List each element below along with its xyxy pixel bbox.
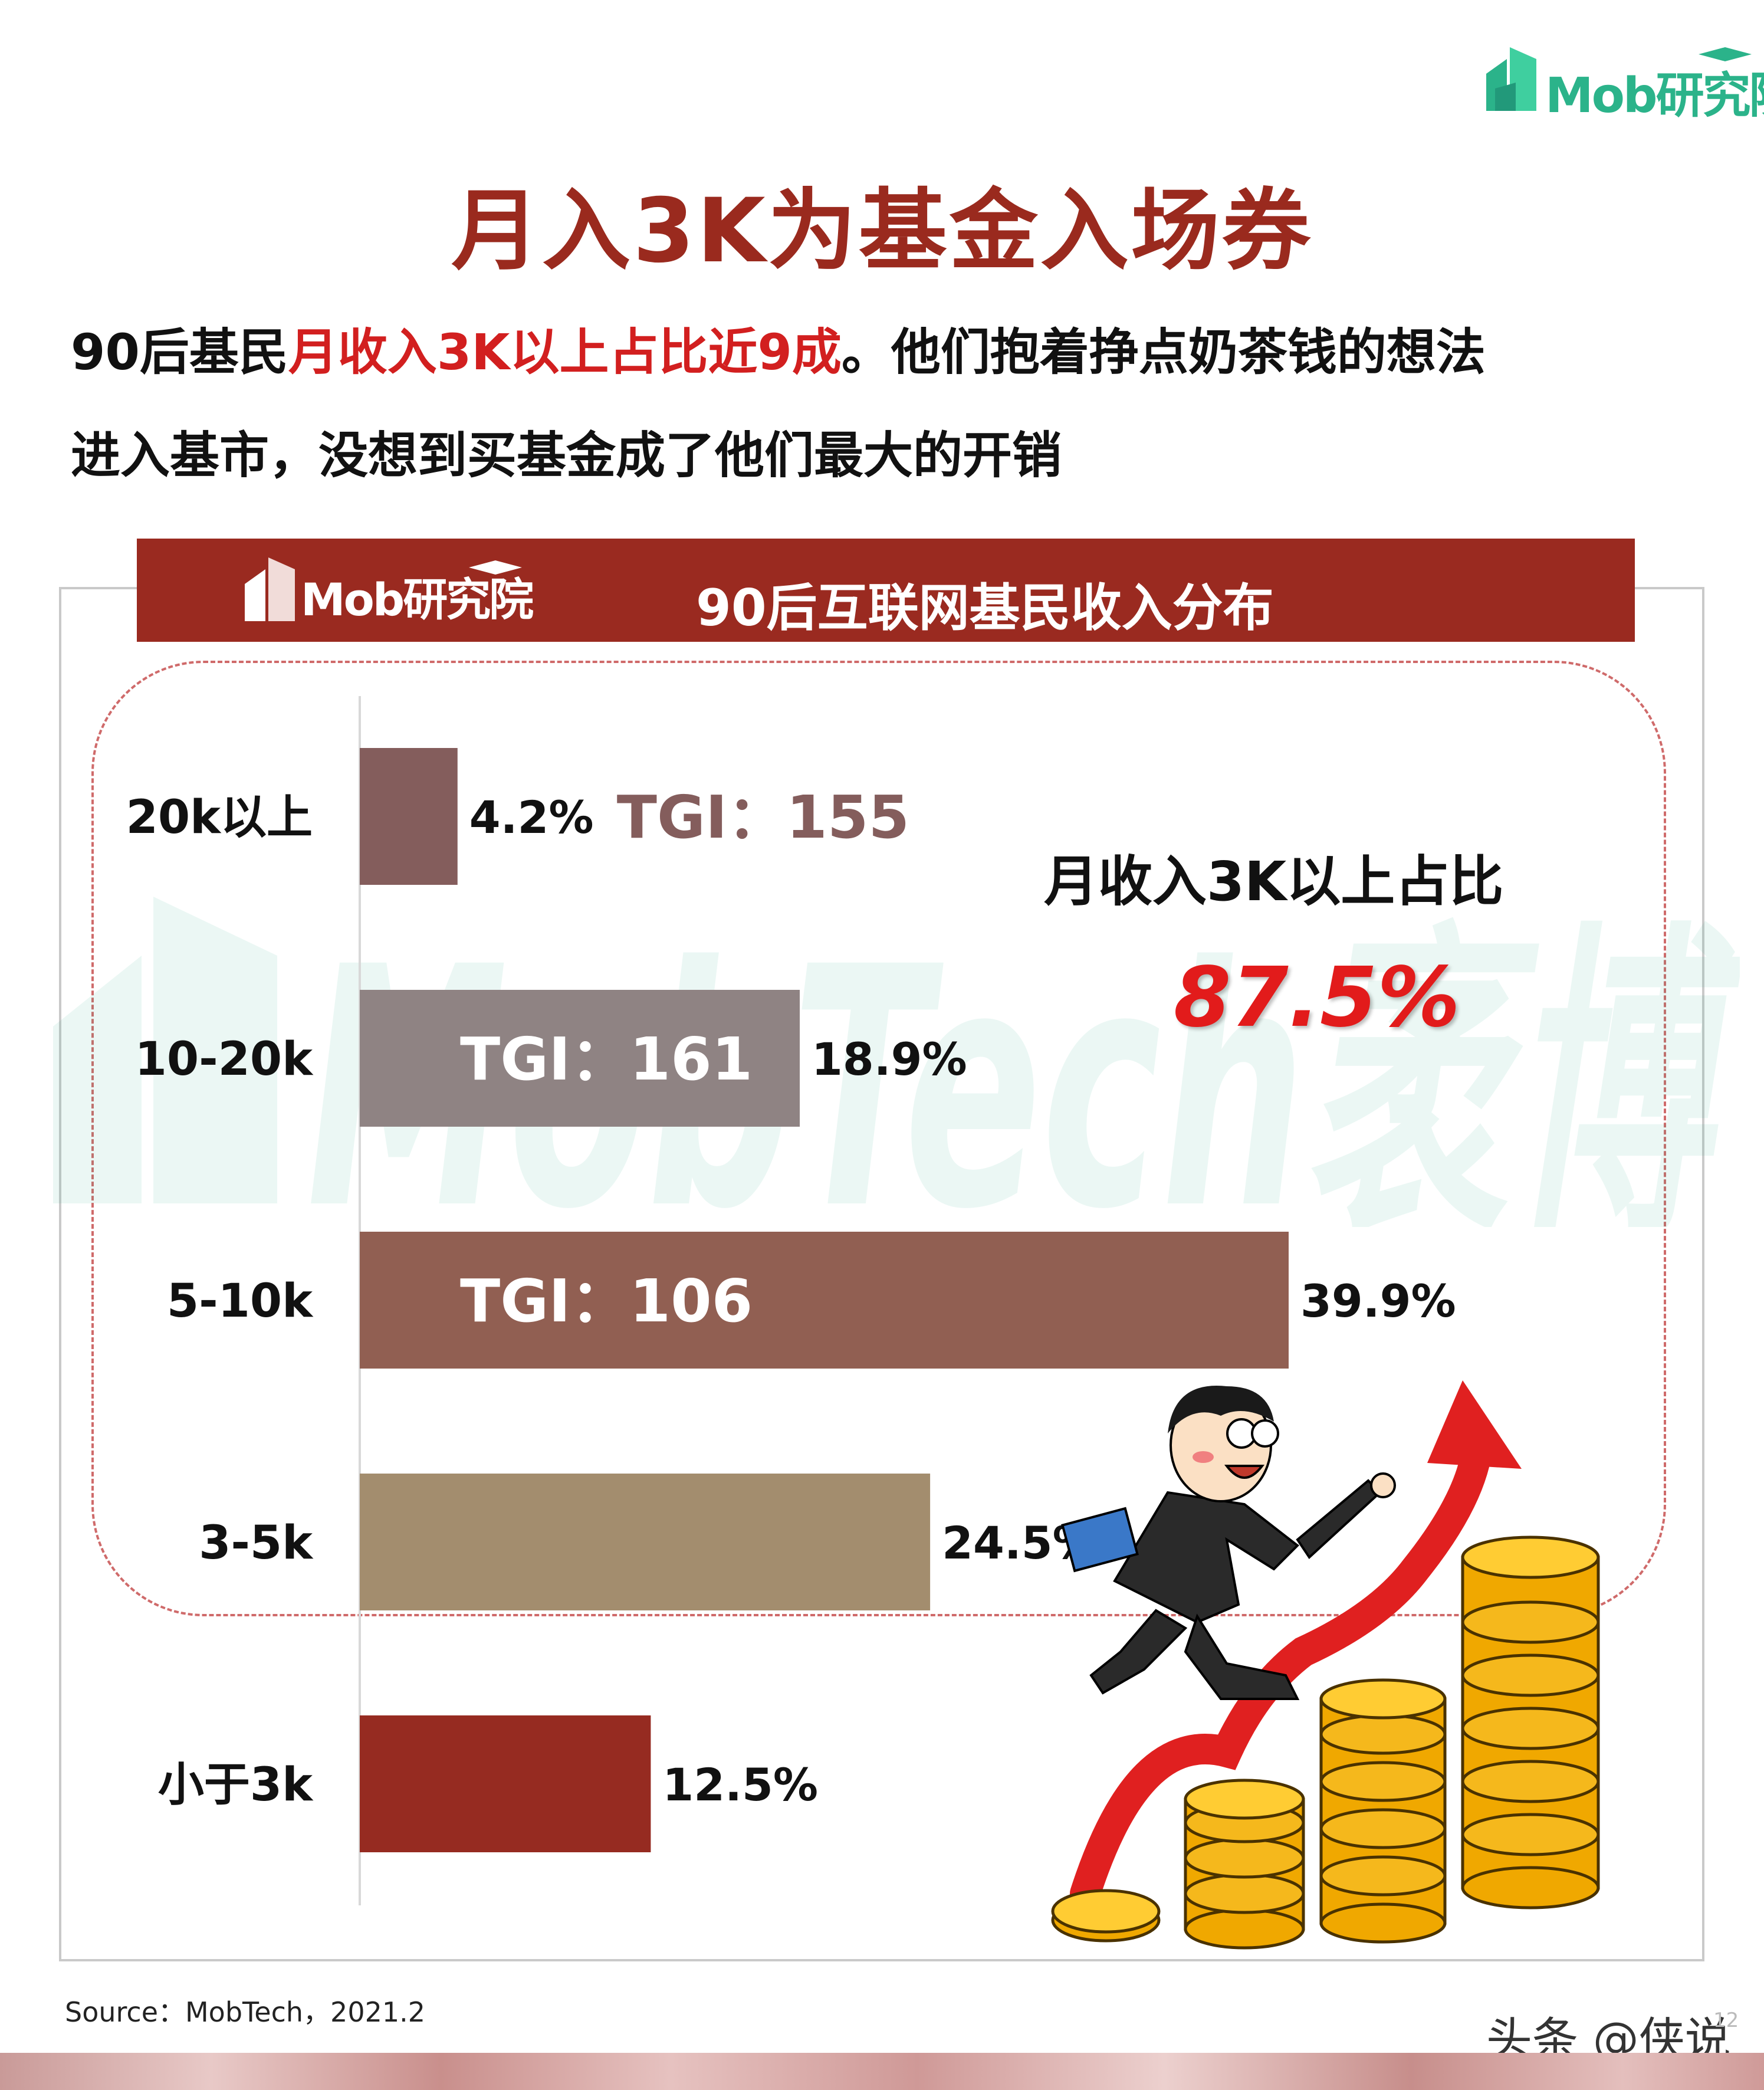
businessman-coins-illustration [1051,1380,1600,1950]
chart-banner [137,539,1635,642]
callout-value: 87.5% [1174,950,1460,1046]
category-label: 20k以上 [126,791,313,844]
subtitle-suffix: 。他们抱着挣点奶茶钱的想法 [841,323,1486,381]
callout-label: 月收入3K以上占比 [1044,850,1504,913]
bottom-decorative-strip [0,2053,1764,2090]
businessman-icon [1061,1386,1396,1700]
banner-logo-text: Mob研究院 [301,573,534,626]
bar [360,990,800,1127]
banner-logo-icon [245,557,522,621]
bar [360,1715,651,1852]
value-label: 39.9% [1300,1275,1456,1327]
highlight-dashed-frame [91,661,1666,1616]
category-label: 10-20k [135,1033,314,1086]
subtitle-highlight: 月收入3K以上占比近9成 [288,323,842,381]
mob-logo-text: Mob研究院 [1545,68,1764,124]
category-label: 3-5k [199,1517,314,1570]
subtitle-line-2: 进入基市，没想到买基金成了他们最大的开销 [71,426,1062,484]
subtitle-prefix: 90后基民 [71,323,288,381]
source-note: Source：MobTech，2021.2 [65,1996,426,2028]
chart-title: 90后互联网基民收入分布 [696,579,1274,638]
bar [360,748,458,885]
subtitle-line-1: 90后基民月收入3K以上占比近9成。他们抱着挣点奶茶钱的想法 [71,313,1486,384]
tgi-label: TGI：155 [617,783,909,852]
tgi-label: TGI：161 [460,1025,753,1094]
coin-stacks-icon [1051,1535,1600,1950]
category-label: 小于3k [158,1758,314,1812]
mob-logo-icon [1486,47,1752,111]
tgi-label: TGI：106 [460,1267,753,1336]
bar [360,1232,1289,1369]
page-number: 12 [1713,2009,1739,2032]
category-label: 5-10k [167,1275,314,1328]
value-label: 18.9% [812,1033,967,1085]
bar [360,1474,931,1610]
value-label: 4.2% [469,791,594,844]
growth-arrow-icon [1070,1380,1522,1909]
value-label: 12.5% [662,1758,818,1811]
page-title: 月入3K为基金入场券 [451,180,1313,283]
